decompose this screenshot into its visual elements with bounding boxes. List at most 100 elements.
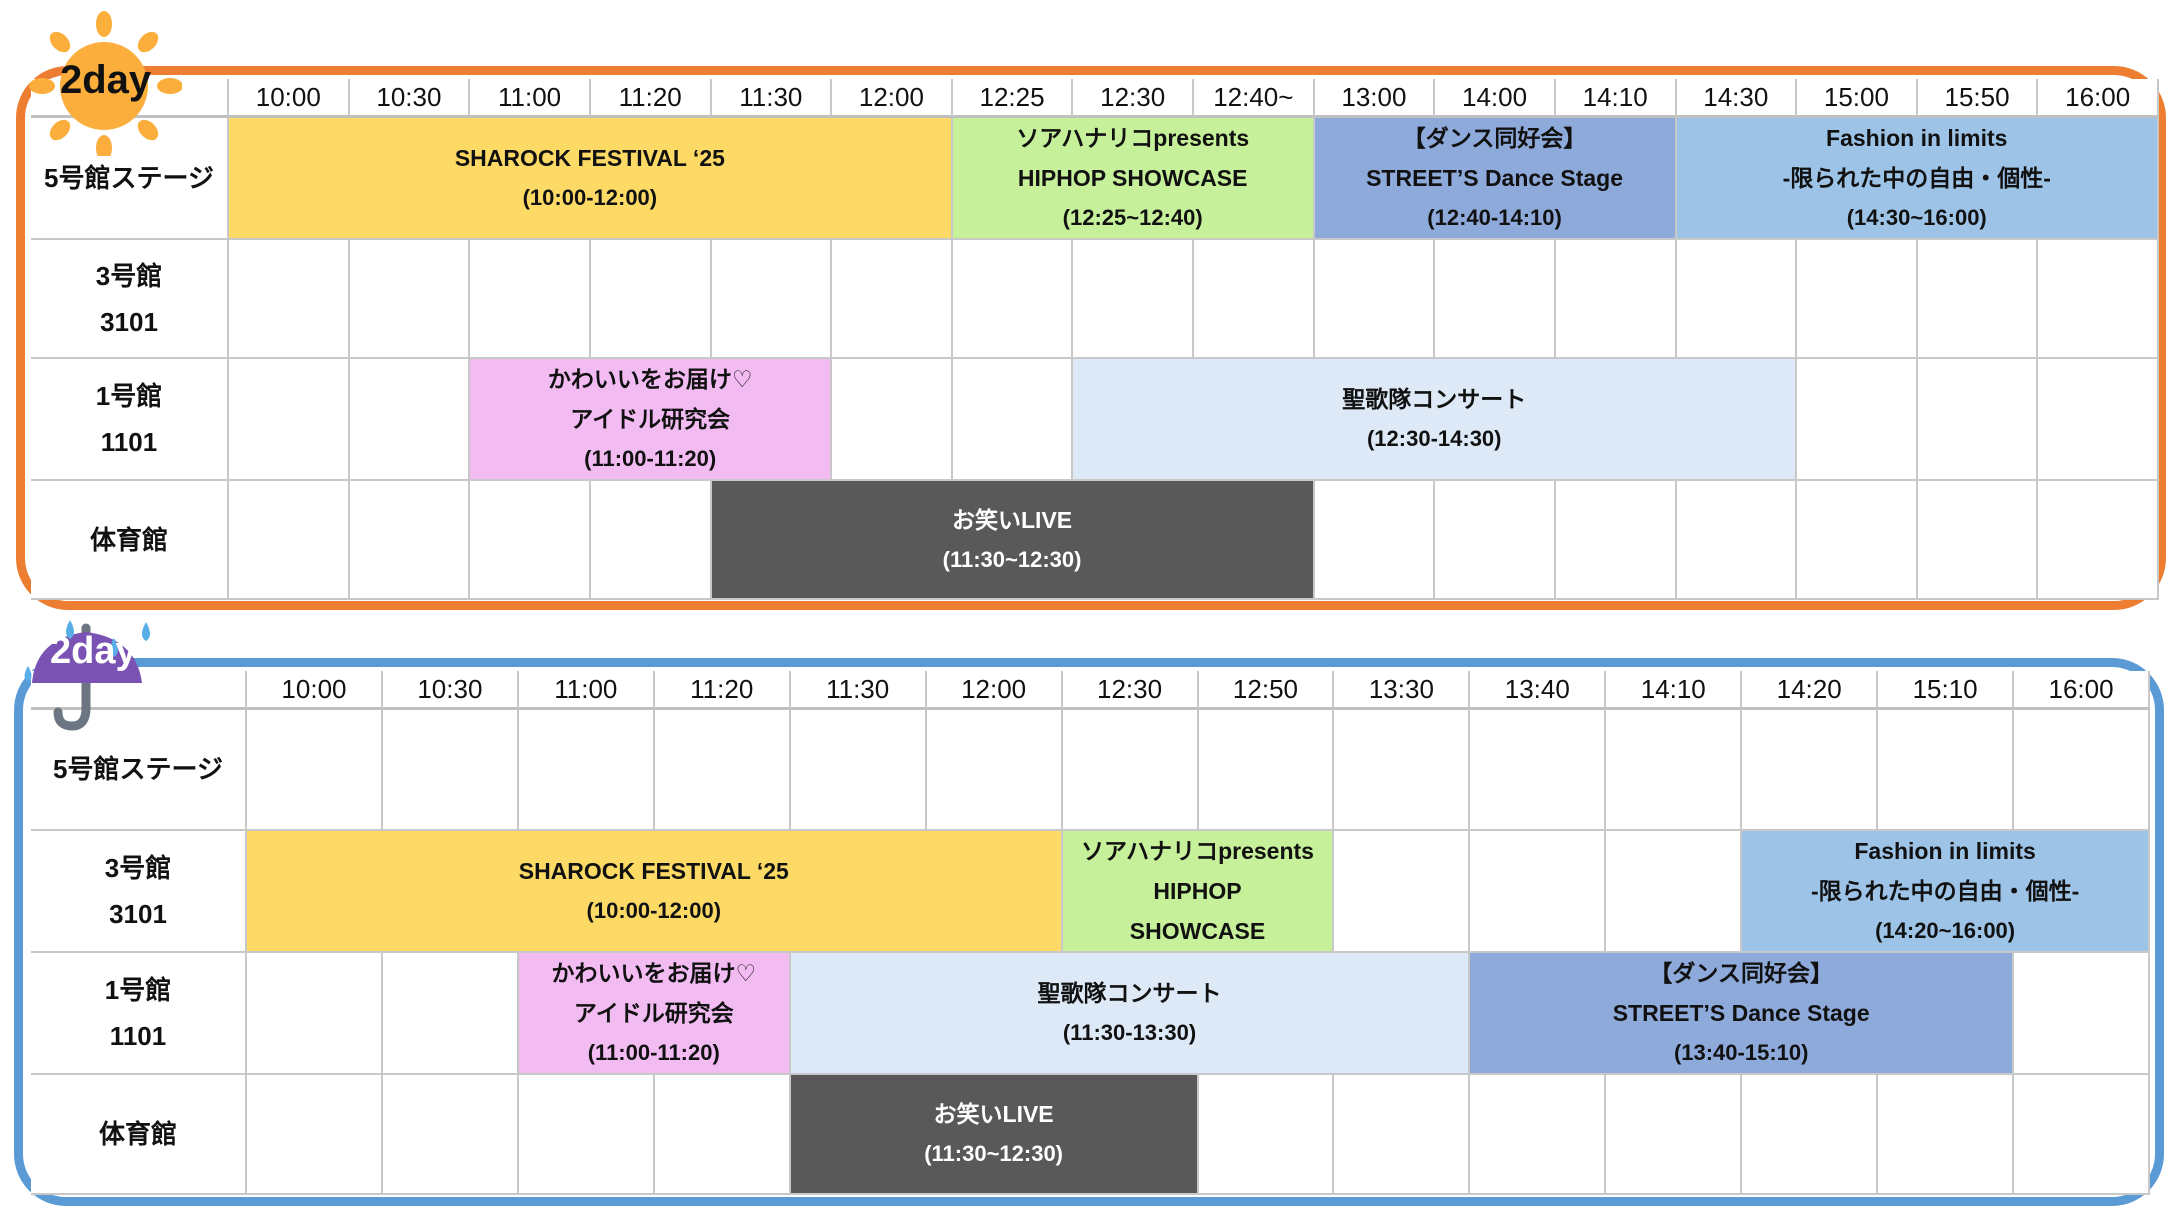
- empty-slot: [1797, 359, 1918, 481]
- event-title: 聖歌隊コンサート: [1037, 979, 1222, 1006]
- event-title: STREET’S Dance Stage: [1366, 165, 1624, 191]
- empty-slot: [229, 481, 350, 600]
- time-header: 12:50: [1198, 671, 1335, 710]
- empty-slot: [590, 481, 712, 600]
- time-header: 11:30: [711, 79, 833, 118]
- empty-slot: [1073, 240, 1194, 359]
- venue-label: 5号館ステージ: [31, 710, 247, 831]
- time-header: 14:10: [1606, 671, 1743, 710]
- day2-schedule-table: 10:00 10:30 11:00 11:20 11:30 12:00 12:30 12:50…: [31, 671, 2150, 1195]
- empty-slot: [518, 1074, 655, 1195]
- empty-slot: [1917, 481, 2039, 600]
- empty-slot: [1742, 710, 1879, 831]
- venue-label: 3号館 3101: [31, 830, 247, 953]
- empty-slot: [2014, 952, 2150, 1075]
- sun-icon: [29, 11, 183, 161]
- empty-slot: [2038, 240, 2159, 359]
- time-header: 15:00: [1797, 79, 1918, 118]
- venue-label: 体育館: [31, 1074, 247, 1195]
- time-header: 13:40: [1470, 671, 1607, 710]
- event-block[interactable]: 【ダンス同好会】 STREET’S Dance Stage (12:40-14:10…: [1314, 118, 1677, 240]
- empty-slot: [382, 710, 519, 831]
- event-time: (10:00-12:00): [586, 897, 722, 923]
- event-title: アイドル研究会: [570, 406, 731, 432]
- event-block[interactable]: Fashion in limits -限られた中の自由・個性- (14:30~16:…: [1676, 118, 2159, 240]
- time-header: 11:00: [470, 79, 591, 118]
- venue-label: 体育館: [31, 481, 229, 600]
- venue-label-line: 1号館: [104, 974, 172, 1005]
- event-block[interactable]: ソアハナリコpresents HIPHOP SHOWCASE (12:25~12:4…: [952, 118, 1315, 240]
- time-header: 10:30: [349, 79, 471, 118]
- time-header: 12:30: [1062, 671, 1199, 710]
- venue-label-line: 3101: [100, 306, 158, 337]
- day1-schedule-frame: [16, 66, 2166, 610]
- empty-slot: [1334, 830, 1471, 953]
- event-block[interactable]: SHAROCK FESTIVAL ‘25 (10:00-12:00): [247, 830, 1063, 953]
- empty-slot: [349, 359, 471, 481]
- empty-slot: [382, 1074, 519, 1195]
- empty-slot: [1917, 240, 2039, 359]
- event-title: Fashion in limits: [1826, 125, 2008, 151]
- time-header: 15:50: [1917, 79, 2039, 118]
- empty-slot: [2038, 359, 2159, 481]
- empty-slot: [1334, 710, 1471, 831]
- empty-slot: [1194, 240, 1315, 359]
- event-block[interactable]: 聖歌隊コンサート (12:30-14:30): [1073, 359, 1798, 481]
- event-block[interactable]: かわいいをお届け♡ アイドル研究会 (11:00-11:20): [518, 952, 791, 1075]
- event-title: 聖歌隊コンサート: [1342, 386, 1527, 412]
- empty-slot: [1555, 240, 1677, 359]
- empty-slot: [470, 240, 591, 359]
- event-title: 【ダンス同好会】: [1649, 959, 1833, 986]
- event-block[interactable]: ソアハナリコpresents HIPHOP SHOWCASE: [1062, 830, 1335, 953]
- empty-slot: [349, 240, 471, 359]
- time-header: 13:30: [1334, 671, 1471, 710]
- empty-slot: [1470, 1074, 1607, 1195]
- time-header: 14:30: [1676, 79, 1798, 118]
- venue-label-line: 3号館: [104, 852, 172, 883]
- event-block[interactable]: お笑いLIVE (11:30~12:30): [790, 1074, 1199, 1195]
- event-block[interactable]: 聖歌隊コンサート (11:30-13:30): [790, 952, 1471, 1075]
- event-block[interactable]: お笑いLIVE (11:30~12:30): [711, 481, 1315, 600]
- time-header: 10:00: [229, 79, 350, 118]
- venue-label: 3号館 3101: [31, 240, 229, 359]
- empty-slot: [518, 710, 655, 831]
- event-time: (14:20~16:00): [1875, 917, 2016, 943]
- venue-label: 1号館 1101: [31, 952, 247, 1075]
- empty-slot: [247, 952, 383, 1075]
- event-time: (12:25~12:40): [1062, 205, 1203, 230]
- empty-slot: [382, 952, 519, 1075]
- venue-label: 5号館ステージ: [31, 118, 229, 240]
- event-block[interactable]: Fashion in limits -限られた中の自由・個性- (14:20~16:…: [1742, 830, 2150, 953]
- empty-slot: [1878, 1074, 2015, 1195]
- empty-slot: [790, 710, 927, 831]
- event-block[interactable]: かわいいをお届け♡ アイドル研究会 (11:00-11:20): [470, 359, 833, 481]
- empty-slot: [1470, 830, 1607, 953]
- empty-slot: [1797, 481, 1918, 600]
- empty-slot: [832, 359, 953, 481]
- empty-slot: [247, 710, 383, 831]
- event-block[interactable]: SHAROCK FESTIVAL ‘25 (10:00-12:00): [229, 118, 953, 240]
- time-header: 12:25: [952, 79, 1074, 118]
- event-time: (12:40-14:10): [1427, 205, 1562, 230]
- event-title: ソアハナリコpresents: [1016, 125, 1250, 151]
- day1-badge-label: 2day: [60, 58, 152, 102]
- empty-slot: [1878, 710, 2015, 831]
- empty-slot: [229, 359, 350, 481]
- venue-label-line: 体育館: [98, 1118, 177, 1149]
- empty-slot: [349, 481, 471, 600]
- sun-badge: 2day: [22, 6, 183, 161]
- event-title: お笑いLIVE: [933, 1100, 1054, 1127]
- event-block[interactable]: 【ダンス同好会】 STREET’S Dance Stage (13:40-15:10…: [1470, 952, 2015, 1075]
- time-header: 14:20: [1742, 671, 1879, 710]
- time-header: 16:00: [2014, 671, 2150, 710]
- time-header: 14:10: [1555, 79, 1677, 118]
- time-header: 10:00: [247, 671, 383, 710]
- event-title: かわいいをお届け♡: [551, 959, 757, 986]
- empty-slot: [1198, 1074, 1335, 1195]
- empty-slot: [2038, 481, 2159, 600]
- event-title: SHAROCK FESTIVAL ‘25: [454, 145, 725, 171]
- empty-slot: [1314, 240, 1436, 359]
- venue-label-line: 1101: [109, 1020, 167, 1051]
- venue-label-line: 5号館ステージ: [44, 163, 214, 193]
- time-header: 12:30: [1073, 79, 1194, 118]
